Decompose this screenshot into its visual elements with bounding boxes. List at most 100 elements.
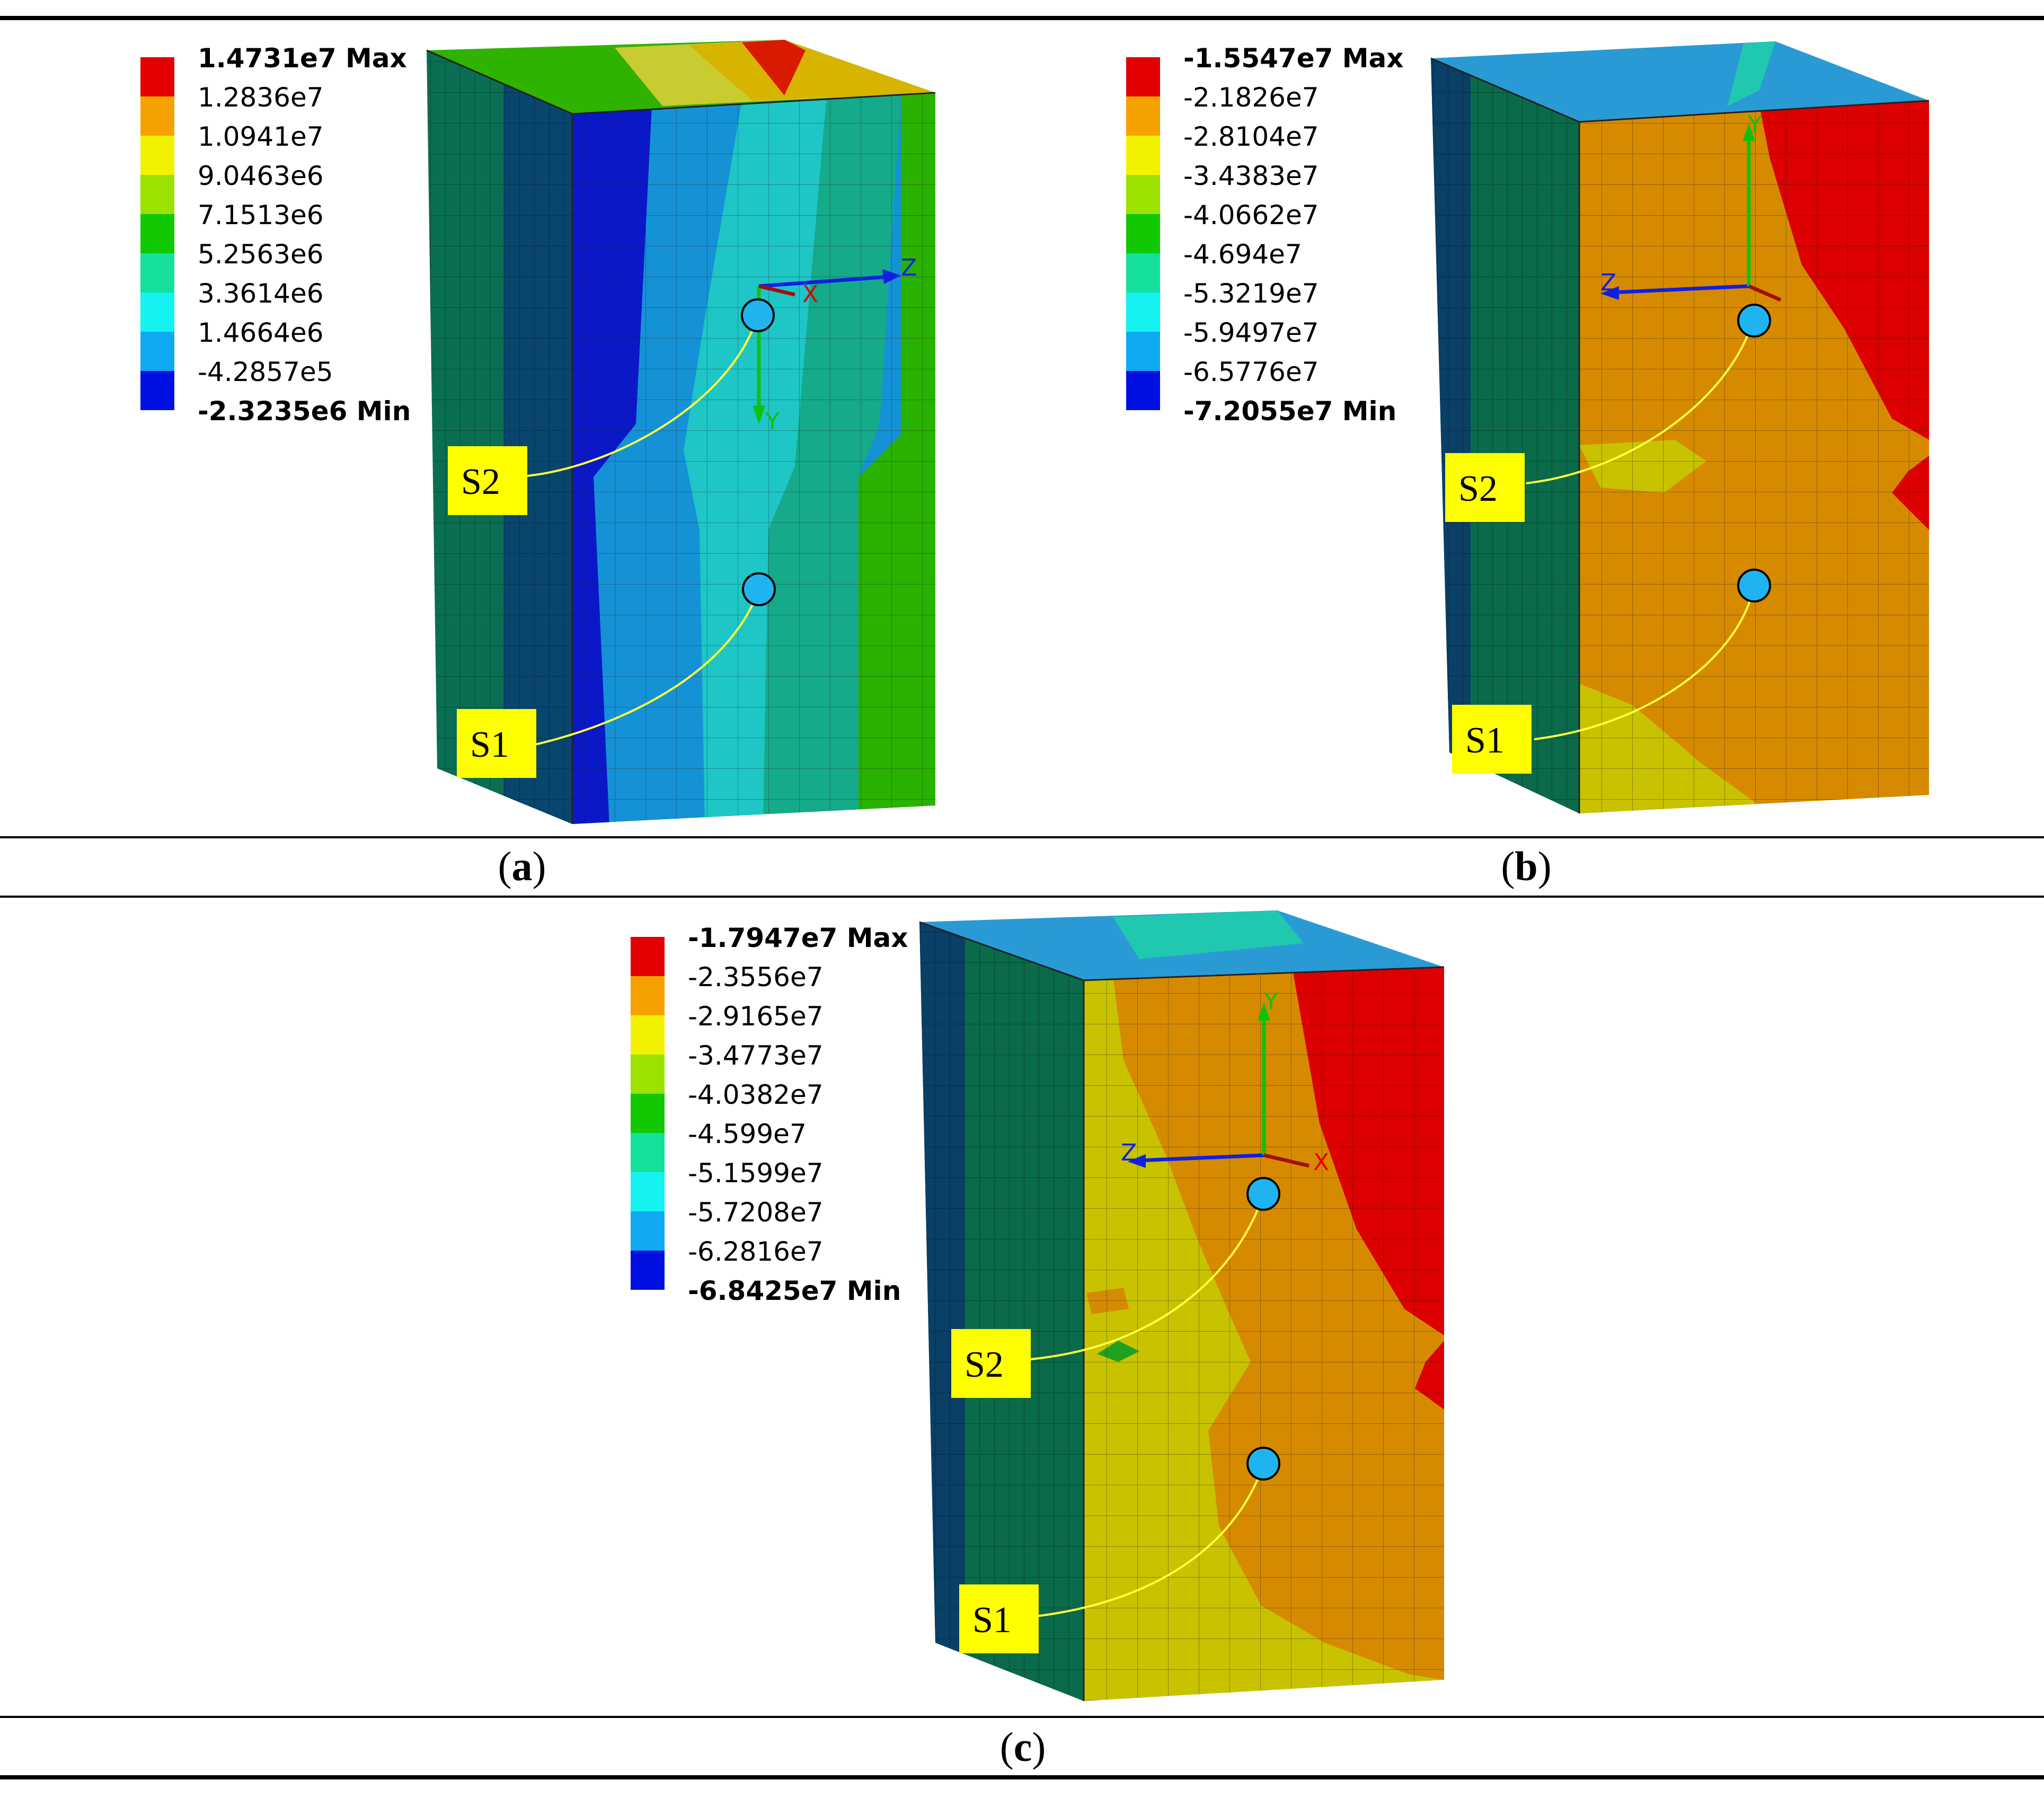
legend-swatch bbox=[631, 1094, 665, 1133]
caption-c: (c) bbox=[999, 1724, 1046, 1770]
rule-under-row1 bbox=[0, 836, 2044, 838]
tube-top-inner bbox=[742, 40, 806, 95]
legend-swatch bbox=[1126, 136, 1160, 175]
marker-label-s2: S2 bbox=[965, 1344, 1004, 1385]
axis-z-line bbox=[758, 274, 891, 288]
caption-a: (a) bbox=[498, 843, 546, 889]
legend-swatch bbox=[140, 371, 174, 410]
axis-z-label: Z bbox=[901, 254, 917, 281]
legend-swatch bbox=[631, 1172, 665, 1211]
legend-swatch bbox=[140, 293, 174, 332]
legend-swatch bbox=[631, 1133, 665, 1172]
strain-gauge-marker bbox=[741, 298, 775, 332]
strain-gauge-marker bbox=[1246, 1447, 1280, 1481]
axis-x-label: X bbox=[802, 281, 818, 308]
tube-top-inner bbox=[1113, 910, 1304, 959]
tube-top-inner bbox=[689, 40, 935, 101]
marker-label-s2: S2 bbox=[461, 462, 500, 502]
leader-line-s1 bbox=[1036, 1463, 1264, 1617]
legend-label: -4.2857e5 bbox=[198, 357, 333, 387]
legend-label: -5.3219e7 bbox=[1183, 278, 1319, 309]
legend-label: -4.0382e7 bbox=[688, 1079, 824, 1110]
leader-line-s2 bbox=[527, 315, 759, 477]
axis-z-line bbox=[1139, 1153, 1264, 1163]
rule-under-row2 bbox=[0, 1716, 2044, 1718]
marker-label-box bbox=[448, 446, 527, 515]
legend-swatch bbox=[140, 175, 174, 214]
fe-model-view: Z Y X S2 S1 bbox=[919, 910, 1445, 1701]
legend-label: 9.0463e6 bbox=[198, 161, 324, 191]
panel-c: -1.7947e7 Max -2.3556e7 -2.9165e7 -3.477… bbox=[0, 901, 2044, 1712]
legend-swatch bbox=[140, 96, 174, 136]
axis-y-arrowhead bbox=[753, 405, 765, 424]
axis-z-label: Z bbox=[1600, 269, 1616, 296]
axis-y-arrowhead bbox=[1258, 1003, 1270, 1021]
legend-label: -4.0662e7 bbox=[1183, 200, 1319, 231]
legend-swatch bbox=[140, 214, 174, 253]
strain-gauge-marker bbox=[1737, 304, 1771, 338]
legend-label: -6.2816e7 bbox=[688, 1236, 824, 1267]
fe-model-view: Z Y X S2 S1 bbox=[426, 40, 936, 824]
legend-label: -6.5776e7 bbox=[1183, 357, 1319, 387]
marker-label-s1: S1 bbox=[1465, 720, 1505, 761]
marker-label-box bbox=[951, 1329, 1031, 1398]
axis-x-label: X bbox=[1313, 1149, 1329, 1176]
leader-line-s1 bbox=[1534, 585, 1755, 740]
legend-label-max: -1.5547e7 Max bbox=[1183, 43, 1404, 74]
legend-swatch bbox=[140, 57, 174, 96]
legend-swatch bbox=[140, 253, 174, 293]
legend-label: -3.4383e7 bbox=[1183, 161, 1319, 191]
rule-under-caption-ab bbox=[0, 896, 2044, 898]
legend-swatch bbox=[631, 1055, 665, 1094]
legend-label: -5.9497e7 bbox=[1183, 317, 1319, 348]
side-wall bbox=[919, 922, 1084, 1701]
axis-z-arrowhead bbox=[1128, 1154, 1146, 1168]
legend-label: -5.7208e7 bbox=[688, 1197, 824, 1228]
legend-swatch bbox=[1126, 253, 1160, 293]
axis-z-label: Z bbox=[1121, 1139, 1137, 1166]
front-mesh bbox=[572, 93, 935, 824]
legend-label-min: -6.8425e7 Min bbox=[688, 1276, 901, 1306]
legend-swatch bbox=[1126, 293, 1160, 332]
panel-b: -1.5547e7 Max -2.1826e7 -2.8104e7 -3.438… bbox=[1017, 0, 2044, 832]
side-wall bbox=[1431, 58, 1579, 813]
legend-label: 5.2563e6 bbox=[198, 239, 324, 270]
legend-label-min: -7.2055e7 Min bbox=[1183, 396, 1397, 427]
legend-label-min: -2.3235e6 Min bbox=[198, 396, 411, 427]
top-rule bbox=[0, 16, 2044, 20]
legend-swatch bbox=[1126, 96, 1160, 136]
marker-label-s1: S1 bbox=[972, 1600, 1012, 1641]
legend-label-max: -1.7947e7 Max bbox=[688, 923, 908, 953]
marker-label-box bbox=[1445, 453, 1525, 522]
front-mesh bbox=[1579, 101, 1929, 813]
legend-label: -3.4773e7 bbox=[688, 1040, 824, 1071]
axis-y-arrowhead bbox=[1742, 123, 1755, 141]
tube-top-inner bbox=[1728, 41, 1775, 106]
marker-label-s1: S1 bbox=[470, 724, 509, 765]
legend-label: -2.9165e7 bbox=[688, 1001, 824, 1032]
legend-label-max: 1.4731e7 Max bbox=[198, 43, 407, 74]
legend-swatch bbox=[631, 1211, 665, 1251]
axis-z-arrowhead bbox=[1600, 286, 1619, 300]
legend-swatch bbox=[631, 937, 665, 976]
bottom-rule bbox=[0, 1775, 2044, 1779]
legend-swatch bbox=[1126, 332, 1160, 371]
legend-label: 1.2836e7 bbox=[198, 82, 324, 113]
side-wall bbox=[427, 50, 572, 824]
legend-label: 3.3614e6 bbox=[198, 278, 324, 309]
legend-label: -5.1599e7 bbox=[688, 1158, 824, 1189]
legend-swatch bbox=[631, 976, 665, 1015]
legend-swatch bbox=[1126, 57, 1160, 96]
axis-x-line bbox=[758, 284, 795, 297]
marker-label-box bbox=[1452, 705, 1532, 774]
caption-b: (b) bbox=[1501, 843, 1552, 889]
axis-x-line bbox=[1263, 1153, 1309, 1168]
axis-y-label: Y bbox=[765, 408, 780, 435]
axis-z-line bbox=[1611, 284, 1749, 295]
strain-gauge-marker bbox=[1246, 1177, 1280, 1211]
tube-top-inner bbox=[1431, 41, 1929, 122]
legend-swatch bbox=[1126, 214, 1160, 253]
marker-label-s2: S2 bbox=[1458, 468, 1498, 509]
leader-line-s2 bbox=[1030, 1193, 1264, 1360]
legend-swatch bbox=[140, 332, 174, 371]
